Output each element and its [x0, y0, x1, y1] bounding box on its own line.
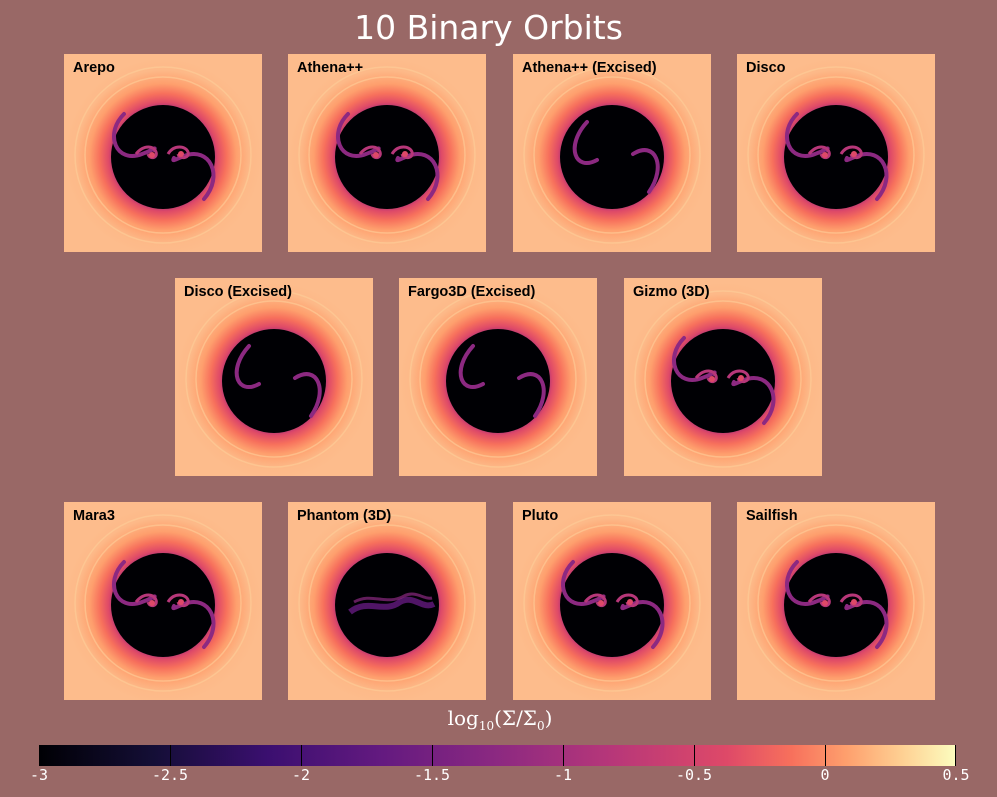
- panel-label: Gizmo (3D): [633, 284, 710, 300]
- density-map: [64, 502, 262, 700]
- colorbar-tick: [170, 745, 171, 766]
- panel: Disco: [737, 54, 935, 252]
- panel: Mara3: [64, 502, 262, 700]
- panel: Pluto: [513, 502, 711, 700]
- colorbar-tick-label: -1.5: [413, 766, 451, 784]
- density-map: [288, 502, 486, 700]
- panel: Gizmo (3D): [624, 278, 822, 476]
- colorbar-label-sub0: 0: [536, 719, 545, 733]
- colorbar-tick: [301, 745, 302, 766]
- colorbar-tick-label: -2.5: [151, 766, 189, 784]
- colorbar-tick-label: -3: [29, 766, 49, 784]
- colorbar-tick: [694, 745, 695, 766]
- colorbar-tick: [825, 745, 826, 766]
- colorbar-label-base: 10: [478, 719, 495, 733]
- density-map: [399, 278, 597, 476]
- colorbar-label-log: log: [447, 706, 479, 730]
- panel: Arepo: [64, 54, 262, 252]
- colorbar-label: log10(Σ/Σ0): [380, 706, 620, 733]
- colorbar: [39, 745, 956, 766]
- colorbar-tick: [432, 745, 433, 766]
- panel: Sailfish: [737, 502, 935, 700]
- colorbar-tick-label: -2: [291, 766, 311, 784]
- panel-label: Sailfish: [746, 508, 798, 524]
- panel: Athena++ (Excised): [513, 54, 711, 252]
- density-map: [513, 502, 711, 700]
- colorbar-tick: [955, 745, 956, 766]
- density-map: [624, 278, 822, 476]
- colorbar-tick-label: 0.5: [942, 766, 970, 784]
- colorbar-tick-label: -1: [553, 766, 573, 784]
- colorbar-label-close: ): [544, 706, 553, 730]
- panel-label: Phantom (3D): [297, 508, 392, 524]
- panel-label: Pluto: [522, 508, 559, 524]
- panel-label: Fargo3D (Excised): [408, 284, 536, 300]
- colorbar-label-expr: (Σ/Σ: [494, 706, 537, 730]
- panel: Disco (Excised): [175, 278, 373, 476]
- figure-title: 10 Binary Orbits: [354, 8, 623, 47]
- panel: Phantom (3D): [288, 502, 486, 700]
- density-map: [64, 54, 262, 252]
- panel-label: Disco (Excised): [184, 284, 292, 300]
- panel: Fargo3D (Excised): [399, 278, 597, 476]
- panel-label: Athena++ (Excised): [522, 60, 657, 76]
- density-map: [737, 54, 935, 252]
- density-map: [288, 54, 486, 252]
- density-map: [175, 278, 373, 476]
- panel-label: Arepo: [73, 60, 115, 76]
- panel: Athena++: [288, 54, 486, 252]
- density-map: [513, 54, 711, 252]
- colorbar-tick-label: -0.5: [675, 766, 713, 784]
- colorbar-tick: [39, 745, 40, 766]
- panel-label: Disco: [746, 60, 786, 76]
- panel-label: Athena++: [297, 60, 364, 76]
- colorbar-tick-label: 0: [820, 766, 830, 784]
- density-map: [737, 502, 935, 700]
- colorbar-tick: [563, 745, 564, 766]
- panel-label: Mara3: [73, 508, 115, 524]
